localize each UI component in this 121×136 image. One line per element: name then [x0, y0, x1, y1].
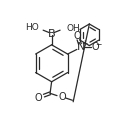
Text: O: O: [35, 93, 42, 103]
Text: O: O: [74, 31, 81, 41]
Text: OH: OH: [66, 24, 80, 33]
Text: O: O: [59, 92, 66, 102]
Text: HO: HO: [25, 23, 38, 32]
Text: N: N: [76, 42, 85, 52]
Text: −: −: [96, 40, 102, 49]
Text: +: +: [81, 39, 87, 48]
Text: O: O: [91, 42, 99, 52]
Text: B: B: [48, 29, 55, 39]
